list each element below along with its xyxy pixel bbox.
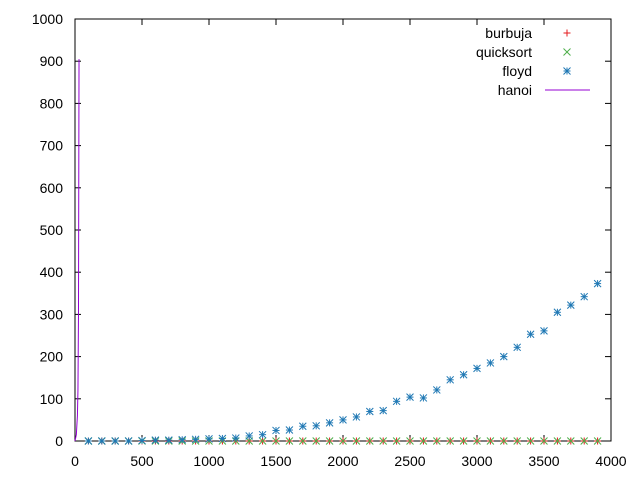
y-tick-label: 700 bbox=[40, 138, 64, 154]
point-floyd bbox=[272, 426, 280, 435]
point-quicksort bbox=[258, 437, 267, 445]
point-floyd bbox=[111, 437, 120, 445]
point-floyd bbox=[231, 434, 240, 442]
point-floyd bbox=[191, 435, 200, 444]
x-tick-label: 3500 bbox=[528, 453, 559, 469]
point-floyd bbox=[258, 430, 267, 439]
point-floyd bbox=[325, 419, 334, 427]
point-floyd bbox=[566, 301, 575, 309]
point-quicksort bbox=[365, 437, 374, 445]
point-quicksort bbox=[312, 437, 321, 445]
point-quicksort bbox=[513, 437, 522, 445]
y-tick-label: 1000 bbox=[32, 11, 63, 27]
point-quicksort bbox=[406, 437, 414, 445]
x-tick-label: 1500 bbox=[260, 453, 291, 469]
point-floyd bbox=[446, 375, 455, 384]
point-quicksort bbox=[419, 437, 428, 445]
point-floyd bbox=[151, 436, 160, 445]
y-tick-label: 800 bbox=[40, 95, 64, 111]
point-floyd bbox=[406, 393, 414, 401]
point-quicksort bbox=[473, 437, 481, 445]
x-tick-label: 1000 bbox=[193, 453, 224, 469]
x-tick-label: 500 bbox=[130, 453, 154, 469]
data-marks bbox=[74, 59, 602, 445]
point-floyd bbox=[486, 359, 495, 367]
legend-label-floyd: floyd bbox=[502, 63, 532, 79]
point-quicksort bbox=[392, 437, 401, 445]
legend-swatch-burbuja bbox=[563, 29, 571, 37]
point-floyd bbox=[593, 279, 602, 288]
point-floyd bbox=[553, 308, 562, 317]
point-quicksort bbox=[285, 437, 294, 445]
point-quicksort bbox=[325, 437, 334, 445]
x-tick-label: 2500 bbox=[394, 453, 425, 469]
point-quicksort bbox=[566, 437, 575, 445]
point-floyd bbox=[138, 436, 146, 445]
point-quicksort bbox=[459, 437, 468, 445]
point-floyd bbox=[473, 364, 481, 373]
point-floyd bbox=[352, 413, 361, 421]
point-quicksort bbox=[526, 437, 535, 445]
point-quicksort bbox=[379, 437, 388, 445]
x-tick-label: 3000 bbox=[461, 453, 492, 469]
legend-swatch-quicksort bbox=[563, 48, 571, 56]
point-quicksort bbox=[298, 437, 307, 445]
x-tick-label: 4000 bbox=[595, 453, 626, 469]
point-floyd bbox=[124, 437, 133, 445]
point-floyd bbox=[432, 386, 441, 394]
point-quicksort bbox=[499, 437, 508, 445]
point-floyd bbox=[499, 352, 508, 361]
point-floyd bbox=[365, 407, 374, 416]
point-floyd bbox=[513, 343, 522, 352]
point-floyd bbox=[97, 437, 106, 445]
legend-swatch-floyd bbox=[563, 67, 571, 75]
y-tick-label: 400 bbox=[40, 264, 64, 280]
x-tick-label: 2000 bbox=[327, 453, 358, 469]
point-quicksort bbox=[486, 437, 495, 445]
y-tick-label: 500 bbox=[40, 222, 64, 238]
point-floyd bbox=[298, 422, 307, 431]
y-tick-label: 900 bbox=[40, 53, 64, 69]
point-quicksort bbox=[553, 437, 562, 445]
point-floyd bbox=[245, 432, 254, 440]
point-quicksort bbox=[580, 437, 589, 445]
point-floyd bbox=[459, 370, 468, 379]
point-floyd bbox=[218, 434, 227, 443]
y-tick-label: 0 bbox=[55, 433, 63, 449]
series-line-hanoi bbox=[74, 59, 80, 442]
point-quicksort bbox=[593, 437, 602, 445]
point-floyd bbox=[392, 397, 401, 406]
legend: burbuja quicksort floyd hanoi bbox=[476, 25, 590, 98]
point-floyd bbox=[379, 406, 388, 415]
legend-label-burbuja: burbuja bbox=[485, 25, 532, 41]
point-floyd bbox=[419, 394, 428, 402]
legend-label-quicksort: quicksort bbox=[476, 44, 532, 60]
y-tick-label: 300 bbox=[40, 306, 64, 322]
point-quicksort bbox=[339, 437, 347, 445]
point-quicksort bbox=[446, 437, 455, 445]
axes: 0 500 1000 1500 2000 2500 3000 3500 4000 0 100 200 3… bbox=[32, 11, 627, 469]
point-floyd bbox=[312, 421, 321, 430]
point-floyd bbox=[526, 330, 535, 339]
point-quicksort bbox=[352, 437, 361, 445]
point-quicksort bbox=[432, 437, 441, 445]
point-quicksort bbox=[540, 437, 548, 445]
point-floyd bbox=[205, 435, 213, 443]
point-floyd bbox=[84, 437, 93, 445]
y-tick-label: 100 bbox=[40, 391, 64, 407]
point-floyd bbox=[178, 435, 187, 444]
x-tick-label: 0 bbox=[71, 453, 79, 469]
point-floyd bbox=[540, 327, 548, 335]
y-tick-label: 600 bbox=[40, 180, 64, 196]
point-floyd bbox=[164, 436, 173, 445]
point-floyd bbox=[580, 292, 589, 301]
point-quicksort bbox=[272, 437, 280, 445]
y-tick-label: 200 bbox=[40, 349, 64, 365]
legend-label-hanoi: hanoi bbox=[498, 82, 532, 98]
point-floyd bbox=[285, 426, 294, 434]
point-floyd bbox=[339, 416, 347, 424]
